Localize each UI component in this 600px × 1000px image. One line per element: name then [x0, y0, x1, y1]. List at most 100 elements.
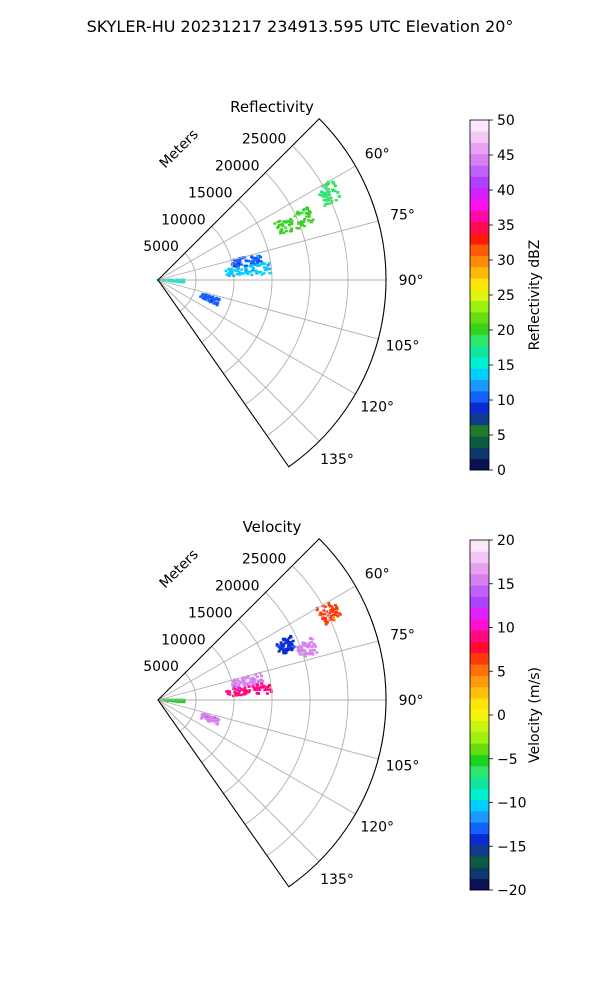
echo-cell — [289, 218, 293, 221]
echo-cell — [277, 645, 281, 649]
echo-cell — [237, 270, 241, 273]
echo-cell — [327, 602, 331, 605]
reflectivity-title: Reflectivity — [230, 98, 314, 116]
echo-cell — [269, 688, 273, 691]
echo-cell — [257, 259, 261, 262]
reflectivity-polar-grid — [157, 118, 387, 468]
echo-cell — [264, 687, 268, 691]
colorbar-segment — [470, 664, 489, 676]
echo-cell — [306, 208, 309, 211]
echo-cell — [279, 646, 283, 650]
echo-cell — [250, 683, 254, 686]
echo-cell — [233, 269, 237, 272]
velocity-polar-grid — [157, 538, 387, 888]
echo-cell — [236, 691, 240, 695]
echo-cell — [250, 255, 254, 259]
radial-tick-label: 5000 — [143, 239, 179, 255]
echo-cell — [296, 648, 300, 651]
echo-cell — [244, 259, 248, 262]
echo-cell — [228, 268, 232, 272]
echo-cell — [240, 268, 244, 271]
echo-cell — [211, 719, 215, 723]
echo-cell — [278, 219, 282, 223]
colorbar-segment — [470, 607, 489, 620]
echo-cell — [234, 681, 238, 685]
colorbar-segment — [470, 596, 489, 609]
azimuth-tick-label: 135° — [320, 452, 354, 468]
echo-cell — [244, 678, 248, 682]
echo-cell — [273, 222, 277, 225]
echo-cell — [289, 644, 293, 647]
echo-cell — [303, 643, 307, 646]
echo-cell — [293, 215, 297, 218]
echo-cell — [241, 679, 245, 682]
echo-cell — [242, 683, 246, 686]
colorbar-segment — [470, 221, 489, 234]
colorbar-tick-label: 20 — [497, 323, 515, 339]
echo-cell — [244, 692, 248, 695]
echo-cell — [235, 272, 239, 276]
echo-cell — [327, 198, 331, 202]
echo-cell — [228, 693, 232, 696]
colorbar-segment — [470, 585, 489, 597]
echo-cell — [311, 650, 315, 653]
echo-cell — [290, 222, 294, 225]
echo-cell — [296, 645, 300, 649]
echo-cell — [257, 692, 261, 695]
echo-cell — [338, 613, 342, 616]
colorbar-segment — [470, 810, 489, 823]
echo-cell — [264, 268, 268, 272]
colorbar-segment — [470, 777, 489, 789]
echo-cell — [261, 262, 265, 266]
echo-cell — [232, 680, 236, 683]
echo-cell — [285, 638, 289, 642]
echo-cell — [299, 653, 303, 656]
echo-cell — [284, 221, 288, 224]
colorbar-tick-label: −20 — [497, 883, 527, 899]
echo-cell — [330, 609, 333, 612]
colorbar-segment — [470, 458, 489, 471]
echo-cell — [298, 651, 302, 654]
echo-cell — [233, 690, 237, 693]
echo-cell — [318, 613, 322, 616]
echo-cell — [334, 199, 338, 202]
echo-cell — [263, 266, 266, 269]
range-ring — [179, 252, 197, 312]
echo-cell — [227, 274, 231, 277]
echo-cell — [280, 648, 284, 651]
echo-cell — [235, 694, 238, 697]
radial-axis-label: Meters — [157, 547, 202, 592]
echo-cell — [309, 649, 312, 652]
radial-tick-label: 20000 — [215, 159, 260, 175]
echo-cell — [234, 683, 238, 686]
echo-cell — [330, 607, 334, 610]
echo-cell — [326, 187, 330, 191]
colorbar-tick-label: −15 — [497, 839, 527, 855]
range-ring — [244, 592, 311, 825]
echo-cell — [325, 194, 329, 197]
velocity-axis-labels: 5000 10000 15000 20000 25000 Meters 60° 75° 90° 1… — [143, 547, 423, 888]
echo-cell — [333, 189, 337, 193]
echo-cell — [239, 263, 243, 266]
echo-cell — [282, 648, 286, 651]
echo-cell — [241, 689, 245, 692]
azimuth-tick-label: 105° — [386, 339, 420, 355]
colorbar-segment — [470, 641, 489, 654]
colorbar-segment — [470, 765, 489, 778]
range-ring — [201, 645, 235, 763]
echo-cell — [277, 650, 281, 653]
echo-cell — [245, 689, 249, 693]
echo-cell — [301, 641, 305, 644]
echo-cell — [235, 679, 239, 682]
echo-cell — [243, 676, 247, 679]
echo-cell — [232, 265, 236, 268]
echo-cell — [252, 680, 256, 683]
azimuth-tick-label: 105° — [386, 759, 420, 775]
colorbar-segment — [470, 709, 489, 722]
radial-tick-label: 25000 — [242, 552, 287, 568]
echo-cell — [325, 190, 329, 193]
velocity-panel: Velocity 5000 10000 15000 20000 25000 Meters 6… — [143, 518, 543, 899]
echo-cell — [297, 227, 301, 230]
colorbar-segment — [470, 278, 489, 290]
